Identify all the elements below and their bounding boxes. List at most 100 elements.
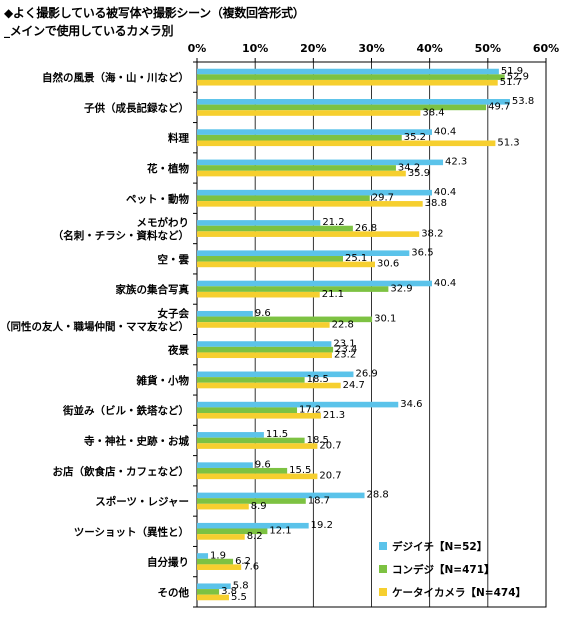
category-label: 自分撮り (147, 556, 189, 569)
category-label: ツーショット（異性と） (74, 525, 189, 538)
data-label: 38.4 (422, 107, 444, 118)
category-label: メモがわり (137, 216, 190, 229)
bar (197, 165, 396, 171)
data-label: 28.8 (367, 490, 389, 501)
bar (197, 170, 406, 177)
data-label: 34.6 (400, 399, 422, 410)
category-label: 寺・神社・史跡・お城 (84, 434, 189, 447)
data-label: 51.3 (497, 138, 519, 149)
data-label: 30.1 (374, 314, 396, 325)
data-label: 20.7 (319, 440, 341, 451)
bar (197, 99, 510, 105)
bar (197, 498, 306, 504)
bar (197, 443, 318, 449)
bar (197, 473, 318, 480)
bar (197, 432, 264, 438)
data-label: 34.2 (398, 162, 420, 173)
bar (197, 74, 505, 80)
x-tick-label: 40% (416, 42, 442, 55)
bar (197, 140, 496, 147)
data-label: 49.7 (488, 102, 510, 113)
bar (197, 68, 499, 75)
bar (197, 159, 444, 166)
data-label: 21.3 (323, 410, 345, 421)
bar (197, 352, 332, 359)
bar (197, 522, 309, 529)
bar (197, 382, 341, 389)
data-label: 26.9 (355, 369, 377, 380)
bar (197, 195, 370, 202)
data-label: 51.7 (500, 77, 522, 88)
category-label: ペット・動物 (126, 192, 189, 205)
category-label: 街並み（ビル・鉄塔など） (62, 404, 189, 417)
bar (197, 104, 487, 111)
data-label: 25.1 (345, 253, 367, 264)
category-label: 自然の風景（海・山・川など） (42, 71, 189, 84)
bar (197, 286, 389, 292)
category-label: （名刺・チラシ・資料など） (53, 229, 189, 242)
data-label: 15.5 (289, 465, 311, 476)
bar (197, 503, 249, 510)
bar (197, 256, 343, 262)
data-label: 24.7 (343, 380, 365, 391)
bar (197, 492, 365, 499)
data-label: 40.4 (434, 187, 456, 198)
bar (197, 553, 209, 559)
x-tick-label: 0% (188, 42, 207, 55)
legend-label: ケータイカメラ【N=474】 (392, 586, 526, 599)
bar (197, 371, 354, 378)
data-label: 29.7 (372, 193, 394, 204)
data-label: 3.8 (221, 586, 237, 597)
data-label: 35.9 (408, 168, 430, 179)
category-label: 女子会 (158, 307, 190, 320)
data-label: 52.9 (507, 71, 529, 82)
bar (197, 261, 375, 268)
data-label: 18.5 (307, 374, 329, 385)
category-label: 料理 (168, 132, 189, 145)
bar (197, 225, 353, 232)
bar (197, 250, 410, 257)
data-label: 8.9 (251, 501, 267, 512)
data-label: 23.2 (334, 350, 356, 361)
bar (197, 134, 402, 141)
category-label: 家族の集合写真 (116, 283, 190, 296)
legend-swatch (379, 542, 387, 550)
x-tick-label: 30% (358, 42, 384, 55)
bar (197, 558, 234, 565)
chart-subtitle: _メインで使用しているカメラ別 (4, 24, 174, 38)
legend-label: コンデジ【N=471】 (392, 563, 495, 576)
bar (197, 401, 399, 408)
data-label: 6.2 (235, 556, 251, 567)
data-label: 38.8 (425, 198, 447, 209)
data-label: 51.9 (501, 66, 523, 77)
bar (197, 291, 320, 298)
bar (197, 316, 373, 323)
bar (197, 110, 421, 116)
data-label: 9.6 (255, 459, 271, 470)
x-tick-label: 60% (533, 42, 559, 55)
category-label: （同性の友人・職場仲間・ママ友など） (0, 320, 189, 333)
data-label: 42.3 (445, 157, 467, 168)
data-label: 21.1 (322, 289, 344, 300)
data-label: 30.6 (377, 259, 399, 270)
x-tick-label: 50% (475, 42, 501, 55)
bar (197, 589, 220, 595)
data-label: 18.7 (308, 495, 330, 506)
chart-title: ◆よく撮影している被写体や撮影シーン（複数回答形式） (4, 6, 305, 20)
bar (197, 79, 498, 86)
bar (197, 322, 330, 328)
data-label: 40.4 (434, 126, 456, 137)
data-label: 38.2 (421, 228, 443, 239)
bar (197, 220, 321, 226)
data-label: 17.2 (299, 404, 321, 415)
category-label: 空・雲 (158, 253, 190, 266)
bar (197, 412, 321, 419)
data-label: 5.8 (233, 581, 249, 592)
data-label: 35.2 (404, 132, 426, 143)
bar (197, 467, 288, 474)
data-label: 18.5 (307, 435, 329, 446)
data-label: 22.8 (332, 319, 354, 330)
category-label: その他 (158, 586, 190, 599)
